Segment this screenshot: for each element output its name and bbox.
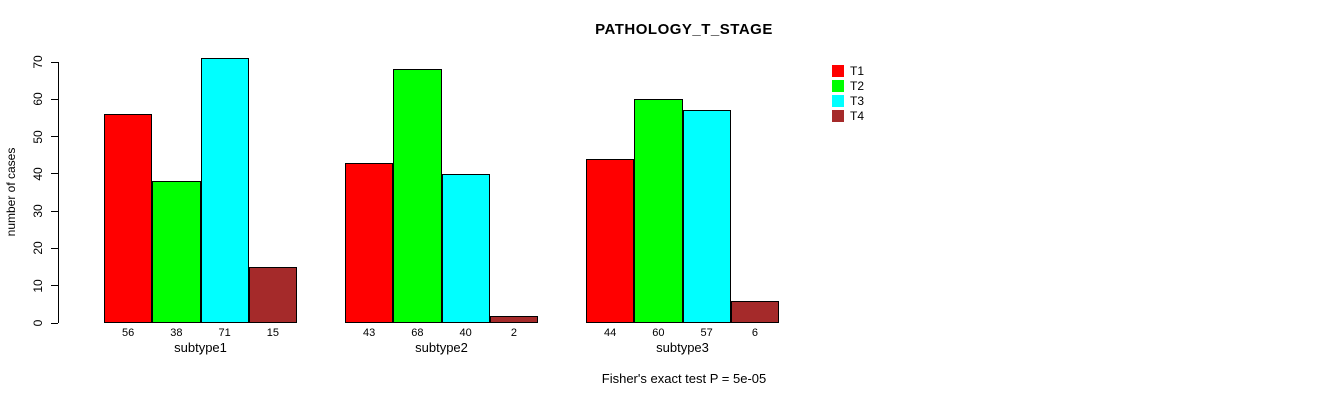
y-tick-label: 10 [31, 279, 45, 293]
chart-title: PATHOLOGY_T_STAGE [595, 21, 773, 38]
y-tick-label: 70 [31, 55, 45, 69]
stats-caption: Fisher's exact test P = 5e-05 [601, 371, 767, 386]
y-axis-label: number of cases [4, 147, 18, 237]
bar-value-label: 57 [700, 327, 713, 339]
bar-value-label: 15 [266, 327, 279, 339]
bar-value-label: 38 [170, 327, 183, 339]
bar-value-label: 40 [459, 327, 472, 339]
group-label-subtype2: subtype2 [415, 340, 468, 355]
legend-swatch-T1 [832, 65, 844, 77]
bar-T4-subtype3 [730, 300, 779, 323]
bar-value-label: 71 [218, 327, 231, 339]
bar-value-label: 43 [363, 327, 376, 339]
y-tick-mark [51, 98, 58, 100]
bar-T1-subtype3 [586, 158, 635, 323]
legend-swatch-T3 [832, 95, 844, 107]
y-tick-mark [51, 136, 58, 138]
legend-swatch-T2 [832, 80, 844, 92]
bar-T1-subtype2 [345, 162, 394, 323]
y-tick-mark [51, 285, 58, 287]
legend-label-T1: T1 [850, 64, 865, 78]
bar-T3-subtype3 [682, 110, 731, 323]
bar-value-label: 68 [411, 327, 424, 339]
bar-value-label: 2 [510, 327, 517, 339]
y-tick-mark [51, 61, 58, 63]
bar-T3-subtype2 [441, 173, 490, 323]
bar-value-label: 6 [751, 327, 758, 339]
group-label-subtype1: subtype1 [174, 340, 227, 355]
legend-label-T4: T4 [850, 109, 865, 123]
y-tick-label: 60 [31, 92, 45, 106]
y-tick-mark [51, 322, 58, 324]
bar-value-label: 56 [122, 327, 135, 339]
bar-T4-subtype1 [248, 267, 297, 323]
bar-value-label: 60 [652, 327, 665, 339]
y-tick-mark [51, 247, 58, 249]
bar-value-label: 44 [604, 327, 617, 339]
y-tick-label: 40 [31, 167, 45, 181]
legend-swatch-T4 [832, 110, 844, 122]
y-tick-label: 50 [31, 129, 45, 144]
y-tick-label: 20 [31, 241, 45, 256]
bar-T4-subtype2 [489, 315, 538, 323]
bar-T1-subtype1 [104, 114, 153, 323]
legend-label-T2: T2 [850, 79, 865, 93]
bar-T2-subtype3 [634, 99, 683, 323]
y-tick-label: 0 [31, 319, 45, 327]
y-tick-label: 30 [31, 204, 45, 218]
y-axis-line [58, 62, 59, 323]
y-tick-mark [51, 173, 58, 175]
group-label-subtype3: subtype3 [656, 340, 709, 355]
y-tick-mark [51, 210, 58, 212]
bar-T2-subtype2 [393, 69, 442, 323]
bar-T2-subtype1 [152, 181, 201, 323]
bar-T3-subtype1 [200, 58, 249, 323]
legend-label-T3: T3 [850, 94, 865, 108]
